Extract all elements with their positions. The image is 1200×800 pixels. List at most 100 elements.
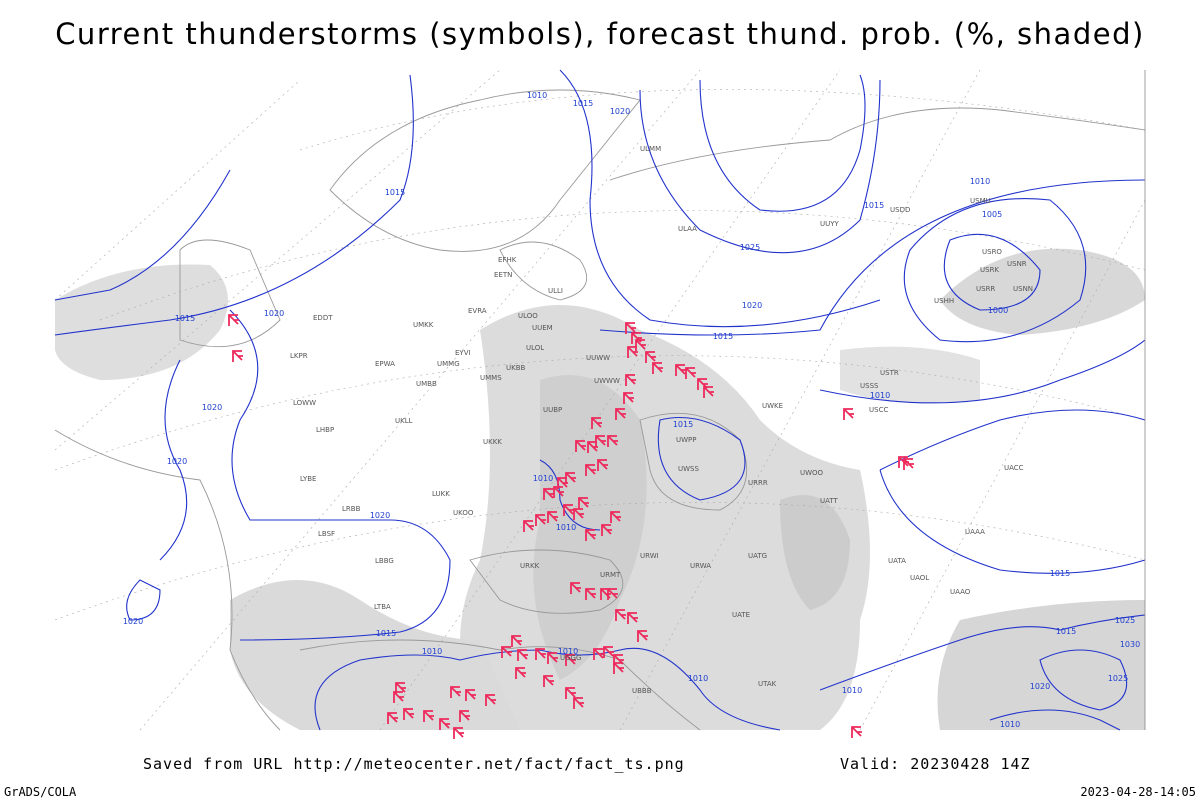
storm-symbol — [610, 511, 621, 523]
storm-symbol — [439, 718, 450, 730]
station-label: USSS — [860, 382, 879, 390]
isobar-label: 1010 — [556, 523, 576, 532]
storm-symbol — [597, 459, 608, 471]
station-label: URWI — [640, 552, 659, 560]
station-label: EVRA — [468, 307, 487, 315]
station-label: UUWW — [586, 354, 610, 362]
station-label: LTBA — [374, 603, 391, 611]
station-label: EYVI — [455, 349, 471, 357]
storm-symbol — [685, 367, 696, 379]
isobar-label: 1010 — [558, 647, 578, 656]
storm-symbol — [403, 708, 414, 720]
isobar-label: 1010 — [970, 177, 990, 186]
storm-symbol — [465, 689, 476, 701]
station-label: UBBB — [632, 687, 652, 695]
storm-symbol — [547, 652, 558, 664]
station-label: USNR — [1007, 260, 1027, 268]
station-label: URMT — [600, 571, 621, 579]
graticule — [54, 69, 1146, 731]
storm-symbol — [557, 477, 568, 489]
valid-time: Valid: 20230428 14Z — [840, 755, 1031, 773]
timestamp: 2023-04-28-14:05 — [1080, 785, 1196, 799]
source-url: Saved from URL http://meteocenter.net/fa… — [143, 755, 685, 773]
storm-symbol — [627, 612, 638, 624]
isobar-labels: 1010 1015 1020 1015 1015 1020 1020 1020 1020 1020… — [123, 91, 1140, 729]
storm-symbol — [573, 508, 584, 520]
storm-symbol — [395, 682, 406, 694]
station-label: URRR — [748, 479, 768, 487]
storm-symbol — [637, 630, 648, 642]
storm-symbol — [453, 727, 464, 739]
isobar-label: 1015 — [175, 314, 195, 323]
isobar-label: 1020 — [264, 309, 284, 318]
storm-symbol — [517, 649, 528, 661]
station-label: ULOO — [518, 312, 538, 320]
station-label: LBSF — [318, 530, 335, 538]
station-label: USMU — [970, 197, 991, 205]
isobar-label: 1010 — [870, 391, 890, 400]
storm-symbol — [523, 520, 534, 532]
isobar-label: 1015 — [713, 332, 733, 341]
station-label: UMKK — [413, 321, 434, 329]
isobar-label: 1005 — [982, 210, 1002, 219]
isobar-label: 1020 — [202, 403, 222, 412]
station-label: LHBP — [316, 426, 334, 434]
isobar-label: 1015 — [673, 420, 693, 429]
storm-symbol — [615, 609, 626, 621]
isobar-label: 1015 — [385, 188, 405, 197]
isobar-label: 1015 — [1056, 627, 1076, 636]
storm-symbol — [575, 440, 586, 452]
isobar-label: 1000 — [988, 306, 1008, 315]
isobar-label: 1010 — [1000, 720, 1020, 729]
station-label: UMBB — [416, 380, 437, 388]
storm-symbol — [615, 408, 626, 420]
storm-symbol — [501, 646, 512, 658]
storm-symbol — [578, 497, 589, 509]
station-label: USCC — [869, 406, 888, 414]
station-label: USRR — [976, 285, 995, 293]
station-label: UAOL — [910, 574, 929, 582]
storm-symbol — [591, 417, 602, 429]
isobar-label: 1010 — [842, 686, 862, 695]
storm-symbol — [535, 648, 546, 660]
storm-symbol — [543, 675, 554, 687]
storm-symbol — [595, 435, 606, 447]
storm-symbol — [543, 488, 554, 500]
isobar-label: 1020 — [742, 301, 762, 310]
station-label: LKPR — [290, 352, 308, 360]
station-label: UKBB — [506, 364, 526, 372]
isobar-label: 1010 — [688, 674, 708, 683]
station-label: USTR — [880, 369, 899, 377]
storm-symbol — [565, 472, 576, 484]
storm-symbol — [547, 511, 558, 523]
storm-symbol — [585, 588, 596, 600]
title: Current thunderstorms (symbols), forecas… — [55, 17, 1145, 51]
isobar-label: 1015 — [864, 201, 884, 210]
station-label: UWOO — [800, 469, 824, 477]
station-label: ULAA — [678, 225, 697, 233]
storm-symbol — [511, 635, 522, 647]
storm-symbol — [585, 529, 596, 541]
coastlines — [54, 89, 1146, 731]
isobar-label: 1025 — [740, 243, 760, 252]
isobars — [54, 69, 1146, 731]
storm-symbol — [228, 314, 239, 326]
storm-symbol — [625, 374, 636, 386]
station-label: ULLI — [548, 287, 563, 295]
storm-symbol — [485, 694, 496, 706]
station-label: UATA — [888, 557, 906, 565]
station-label: UWPP — [676, 436, 697, 444]
storm-symbol — [625, 322, 636, 334]
isobar-label: 1020 — [123, 617, 143, 626]
storm-symbol — [851, 726, 862, 738]
storm-symbol — [515, 667, 526, 679]
isobar-label: 1010 — [533, 474, 553, 483]
station-label: UATE — [732, 611, 750, 619]
isobar-label: 1025 — [1108, 674, 1128, 683]
credit: GrADS/COLA — [4, 785, 77, 799]
isobar-label: 1020 — [1030, 682, 1050, 691]
station-label: UAAO — [950, 588, 971, 596]
storm-symbol — [652, 362, 663, 374]
isobar-label: 1015 — [376, 629, 396, 638]
